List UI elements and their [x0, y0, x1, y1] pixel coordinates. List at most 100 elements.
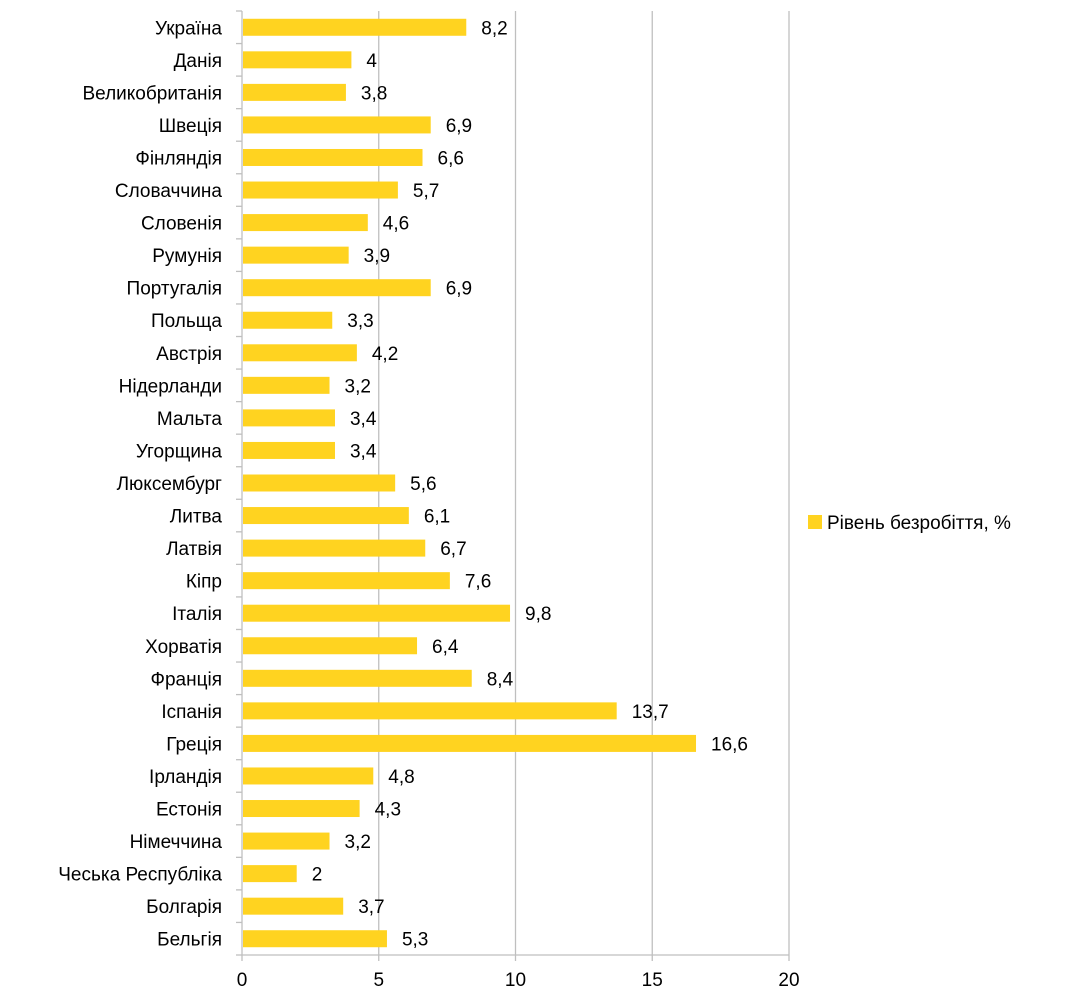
data-label: 5,3 — [402, 930, 428, 951]
legend-label: Рівень безробіття, % — [827, 513, 1011, 534]
bar — [243, 441, 335, 459]
data-label: 8,2 — [481, 18, 507, 39]
bar — [243, 474, 396, 492]
bar — [243, 18, 467, 36]
data-label: 4 — [366, 51, 377, 72]
category-label: Чеська Республіка — [58, 865, 222, 886]
x-tick-label: 20 — [778, 970, 799, 990]
category-label: Ірландія — [149, 767, 222, 788]
bar — [243, 214, 368, 232]
bar — [243, 637, 418, 655]
bars — [243, 18, 697, 948]
bar — [243, 604, 511, 622]
data-label: 6,7 — [440, 539, 466, 560]
data-label: 6,9 — [446, 116, 472, 137]
data-label: 5,6 — [410, 474, 436, 495]
category-label: Литва — [170, 507, 223, 528]
data-label: 13,7 — [632, 702, 669, 723]
data-label: 4,3 — [375, 800, 401, 821]
bar — [243, 83, 346, 101]
bar — [243, 669, 472, 687]
bar — [243, 897, 344, 915]
bar — [243, 572, 450, 590]
category-label: Україна — [155, 18, 222, 39]
data-label: 3,9 — [364, 246, 390, 267]
data-labels: 8,243,86,96,65,74,63,96,93,34,23,23,43,4… — [312, 18, 748, 950]
category-label: Нідерланди — [119, 376, 222, 397]
legend: Рівень безробіття, % — [808, 513, 1011, 534]
category-label: Великобританія — [82, 83, 222, 104]
data-label: 3,3 — [347, 311, 373, 332]
category-label: Угорщина — [136, 441, 223, 462]
bar — [243, 832, 330, 850]
category-label: Швеція — [159, 116, 222, 137]
category-label: Португалія — [127, 279, 222, 300]
data-label: 7,6 — [465, 572, 491, 593]
data-label: 8,4 — [487, 669, 514, 690]
bar — [243, 734, 697, 752]
x-tick-label: 15 — [642, 970, 663, 990]
data-label: 3,4 — [350, 409, 377, 430]
bar — [243, 865, 297, 883]
bar — [243, 376, 330, 394]
data-label: 6,6 — [438, 148, 464, 169]
category-label: Словаччина — [115, 181, 223, 202]
data-label: 9,8 — [525, 604, 551, 625]
bar — [243, 344, 357, 362]
data-label: 6,9 — [446, 279, 472, 300]
x-tick-label: 0 — [237, 970, 248, 990]
x-tick-labels: 0 5 10 15 20 — [237, 970, 800, 990]
x-tick-label: 10 — [505, 970, 526, 990]
category-label: Франція — [151, 669, 222, 690]
category-label: Бельгія — [157, 930, 222, 951]
bar — [243, 116, 431, 134]
axes — [236, 10, 790, 961]
category-label: Хорватія — [145, 637, 222, 658]
category-label: Естонія — [156, 800, 222, 821]
category-label: Кіпр — [186, 572, 222, 593]
data-label: 6,4 — [432, 637, 459, 658]
data-label: 5,7 — [413, 181, 439, 202]
data-label: 3,8 — [361, 83, 387, 104]
data-label: 3,2 — [345, 832, 371, 853]
bar — [243, 148, 423, 166]
bar — [243, 930, 387, 948]
category-label: Греція — [166, 734, 222, 755]
data-label: 3,2 — [345, 376, 371, 397]
bar — [243, 702, 617, 720]
bar — [243, 279, 431, 297]
bar — [243, 311, 333, 329]
category-label: Болгарія — [146, 897, 222, 918]
category-label: Данія — [174, 51, 222, 72]
legend-swatch — [808, 515, 822, 529]
category-label: Італія — [172, 604, 222, 625]
category-label: Румунія — [152, 246, 222, 267]
bar — [243, 800, 360, 818]
data-label: 4,6 — [383, 214, 409, 235]
category-label: Мальта — [157, 409, 223, 430]
bar — [243, 507, 409, 525]
bar — [243, 539, 426, 557]
category-label: Фінляндія — [135, 148, 222, 169]
data-label: 4,8 — [388, 767, 414, 788]
bar — [243, 409, 335, 427]
category-labels: Україна Данія Великобританія Швеція Фінлянді… — [58, 18, 222, 950]
category-label: Польща — [151, 311, 222, 332]
category-label: Австрія — [156, 344, 222, 365]
category-label: Словенія — [141, 214, 222, 235]
data-label: 2 — [312, 865, 323, 886]
data-label: 6,1 — [424, 507, 450, 528]
category-label: Німеччина — [130, 832, 223, 853]
category-label: Латвія — [166, 539, 222, 560]
category-label: Люксембург — [117, 474, 222, 495]
bar — [243, 51, 352, 69]
bar — [243, 767, 374, 785]
data-label: 4,2 — [372, 344, 398, 365]
category-label: Іспанія — [161, 702, 222, 723]
data-label: 3,7 — [358, 897, 384, 918]
x-tick-label: 5 — [373, 970, 384, 990]
data-label: 16,6 — [711, 734, 748, 755]
bar — [243, 246, 349, 264]
bar — [243, 181, 398, 199]
data-label: 3,4 — [350, 441, 377, 462]
